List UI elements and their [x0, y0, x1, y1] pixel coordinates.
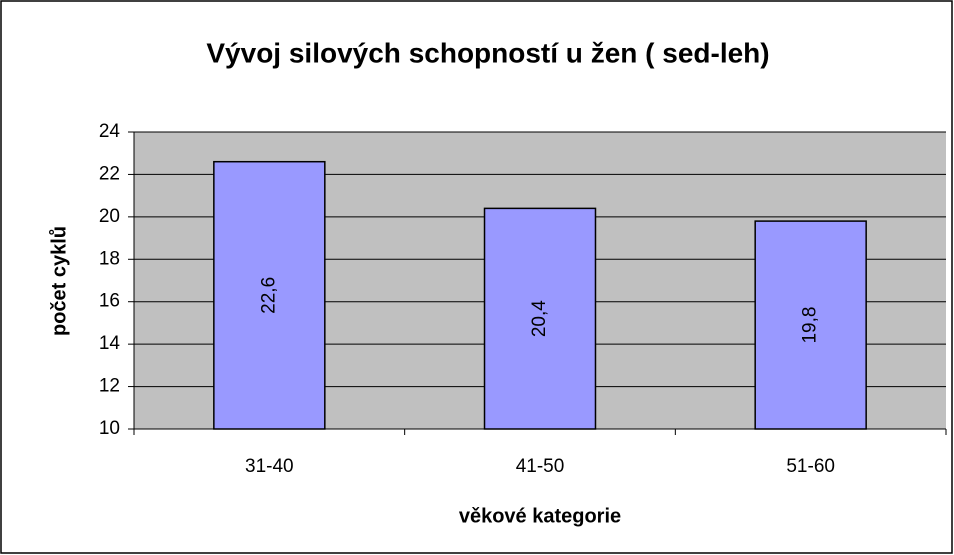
y-tick-label: 16 [99, 291, 120, 312]
x-tick-label: 41-50 [516, 456, 565, 477]
y-tick-label: 20 [99, 206, 120, 227]
value-label: 19,8 [800, 307, 821, 344]
value-label: 20,4 [529, 300, 550, 337]
x-tick-label: 31-40 [245, 456, 294, 477]
chart-title: Vývoj silových schopností u žen ( sed-le… [206, 37, 769, 68]
x-axis-label: věkové kategorie [459, 505, 621, 527]
x-tick-label: 51-60 [786, 456, 835, 477]
bar [213, 160, 326, 430]
y-tick-label: 12 [99, 376, 120, 397]
y-tick-label: 10 [99, 418, 120, 439]
y-tick-label: 14 [99, 333, 121, 354]
value-label: 22,6 [258, 277, 279, 314]
y-tick-label: 24 [99, 121, 121, 142]
y-tick-label: 22 [99, 163, 120, 184]
y-axis-label: počet cyklů [48, 226, 70, 336]
y-tick-label: 18 [99, 248, 120, 269]
bar [483, 207, 597, 430]
bar [754, 220, 867, 430]
